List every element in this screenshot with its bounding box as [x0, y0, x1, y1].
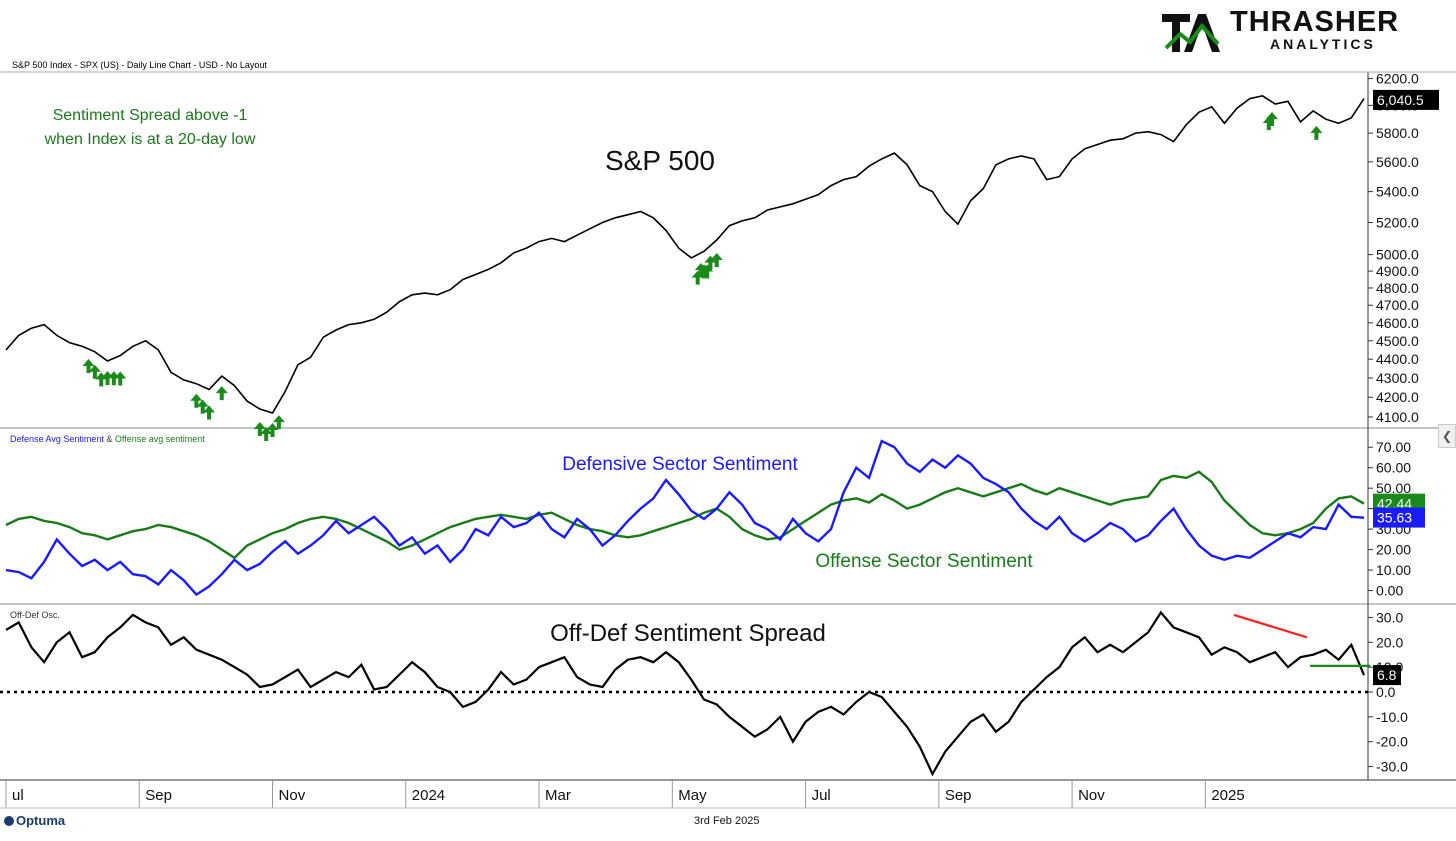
sentiment-arrow [114, 371, 127, 386]
logo-sub-text: ANALYTICS [1270, 36, 1376, 52]
defensive-line [5, 439, 1365, 597]
x-tick-label: 2024 [412, 787, 445, 804]
spx-ytick-label: 5000.0 [1376, 247, 1419, 263]
spx-title: S&P 500 [605, 145, 715, 176]
sentiment-arrow [101, 371, 114, 386]
legend-offense: Offense avg sentiment [115, 434, 205, 444]
spx-line [5, 95, 1365, 414]
spx-ytick-label: 4400.0 [1376, 351, 1419, 367]
sentiment-arrow [82, 359, 95, 374]
spread-ytick-label: -30.0 [1376, 759, 1408, 775]
sentiment-arrow [1265, 111, 1278, 126]
legend-amp: & [104, 434, 115, 444]
x-tick-label: May [678, 787, 707, 804]
ta-logo-mark [1162, 14, 1220, 52]
spread-ytick-label: 30.0 [1376, 609, 1403, 625]
offense-label: Offense Sector Sentiment [815, 551, 1033, 572]
sentiment-arrow [260, 426, 273, 441]
thrasher-logo: THRASHER ANALYTICS [1160, 6, 1420, 56]
sentiment-arrow [88, 364, 101, 379]
spread-last-value: 6.8 [1377, 667, 1397, 683]
sentiment-arrow [253, 422, 266, 437]
logo-main-text: THRASHER [1230, 6, 1400, 38]
spx-last-badge [1373, 89, 1439, 110]
optuma-label: Optuma [16, 813, 66, 828]
x-tick-label: Sep [945, 787, 972, 804]
offense-line [5, 470, 1365, 560]
optuma-icon [4, 816, 14, 826]
scroll-left-button[interactable]: ❮ [1438, 424, 1456, 448]
spx-ytick-label: 4700.0 [1376, 297, 1419, 313]
defensive-label: Defensive Sector Sentiment [562, 454, 798, 475]
spx-ytick-label: 4800.0 [1376, 280, 1419, 296]
spx-ytick-label: 5600.0 [1376, 154, 1419, 170]
spread-legend: Off-Def Osc. [10, 610, 60, 620]
x-tick-label: Nov [1078, 787, 1105, 804]
x-tick-label: Jul [812, 787, 831, 804]
spread-ytick-label: 0.0 [1376, 684, 1396, 700]
spx-ytick-label: 6200.0 [1376, 71, 1419, 87]
sentiment-arrow [266, 422, 279, 437]
sentiment-arrow [203, 405, 216, 420]
spread-ytick-label: 20.0 [1376, 634, 1403, 650]
spx-ytick-label: 4300.0 [1376, 370, 1419, 386]
downtrend-line [1233, 613, 1308, 639]
x-tick-label: Sep [145, 787, 172, 804]
spx-ytick-label: 5200.0 [1376, 214, 1419, 230]
sentiment-arrow [107, 371, 120, 386]
sent-ytick-label: 20.00 [1376, 542, 1411, 558]
sentiment-arrow [710, 252, 723, 267]
x-tick-label: Nov [279, 787, 306, 804]
spread-line [5, 610, 1366, 777]
chart-caption: S&P 500 Index - SPX (US) - Daily Line Ch… [12, 60, 267, 70]
spread-ytick-label: -10.0 [1376, 709, 1408, 725]
spx-ytick-label: 4100.0 [1376, 409, 1419, 425]
chart-date: 3rd Feb 2025 [694, 815, 760, 827]
sent-ytick-label: 70.00 [1376, 439, 1411, 455]
sent-ytick-label: 60.00 [1376, 460, 1411, 476]
defensive-last-badge [1373, 507, 1425, 528]
sent-ytick-label: 10.00 [1376, 562, 1411, 578]
sentiment-arrow [272, 415, 285, 430]
spx-ytick-label: 4900.0 [1376, 263, 1419, 279]
defensive-last-value: 35.63 [1377, 510, 1412, 526]
spx-annotation-line: Sentiment Spread above -1 [53, 107, 248, 124]
sentiment-arrow [1310, 125, 1323, 140]
legend-defense: Defense Avg Sentiment [10, 434, 104, 444]
spx-last-value: 6,040.5 [1377, 92, 1424, 108]
x-tick-label: ul [12, 787, 24, 804]
sent-ytick-label: 0.00 [1376, 583, 1403, 599]
spx-ytick-label: 5400.0 [1376, 184, 1419, 200]
optuma-brand: Optuma [4, 813, 65, 828]
spread-title: Off-Def Sentiment Spread [550, 620, 826, 647]
spx-ytick-label: 4500.0 [1376, 333, 1419, 349]
x-tick-label: 2025 [1211, 787, 1244, 804]
sent-ytick-label: 50.00 [1376, 480, 1411, 496]
x-tick-label: Mar [545, 787, 571, 804]
spx-ytick-label: 4600.0 [1376, 315, 1419, 331]
sentiment-arrow [215, 386, 228, 401]
spx-ytick-label: 4200.0 [1376, 389, 1419, 405]
sentiment-arrow [190, 393, 203, 408]
spread-ytick-label: -20.0 [1376, 734, 1408, 750]
sentiment-arrow [196, 399, 209, 414]
sent-legend: Defense Avg Sentiment & Offense avg sent… [10, 434, 205, 444]
spread-last-badge [1373, 665, 1401, 686]
spx-annotation-line: when Index is at a 20-day low [44, 131, 256, 148]
spx-ytick-label: 5800.0 [1376, 125, 1419, 141]
